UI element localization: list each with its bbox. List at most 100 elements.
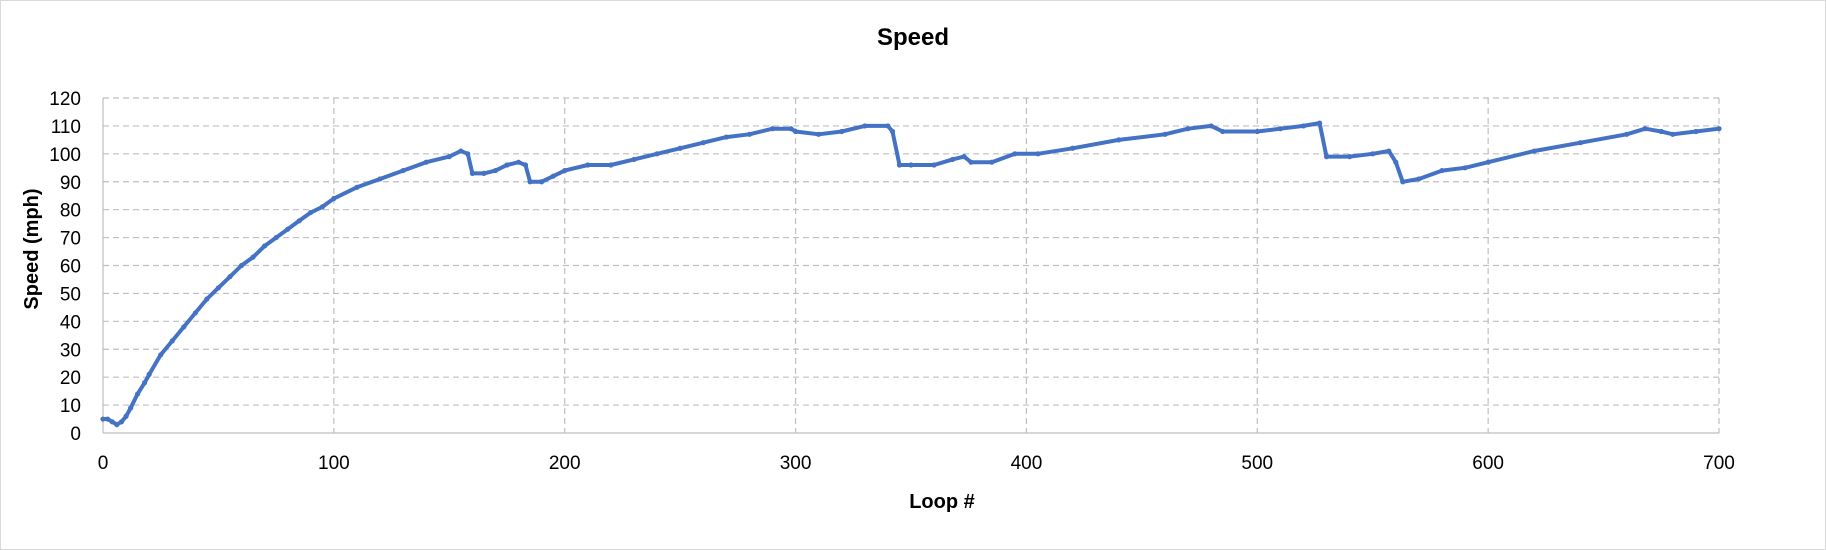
data-point [192, 310, 198, 316]
x-tick-label: 500 [1241, 453, 1273, 474]
data-point [968, 159, 974, 165]
x-tick-label: 100 [318, 453, 350, 474]
data-point [1323, 154, 1330, 160]
data-point [285, 226, 291, 232]
data-point [1642, 126, 1648, 132]
data-point [816, 131, 822, 137]
y-axis-ticks: 0 10 20 30 40 50 60 70 80 90 100 110 120 [49, 89, 81, 445]
x-tick-label: 400 [1011, 453, 1043, 474]
data-point [585, 162, 591, 168]
y-tick-label: 100 [49, 145, 81, 166]
data-point [1347, 154, 1353, 160]
data-point [250, 254, 256, 260]
data-point [1208, 123, 1214, 129]
data-point [141, 380, 148, 386]
data-point [1162, 131, 1168, 137]
data-point [1370, 151, 1376, 157]
data-point [1220, 128, 1226, 135]
data-point [331, 195, 337, 202]
data-point [1254, 128, 1260, 135]
data-point [522, 162, 529, 168]
data-point [989, 159, 995, 165]
data-point [354, 184, 360, 190]
data-point [1531, 148, 1537, 154]
data-point [1300, 123, 1307, 129]
data-point [896, 162, 903, 168]
data-point [1485, 159, 1491, 165]
data-point [1070, 145, 1076, 151]
data-point [769, 126, 776, 132]
data-point [1393, 159, 1399, 165]
data-point [504, 162, 510, 168]
data-point [308, 209, 314, 216]
data-point [654, 151, 660, 157]
data-point [550, 173, 556, 179]
x-tick-label: 600 [1472, 453, 1504, 474]
data-point [1658, 128, 1664, 135]
y-tick-label: 20 [60, 368, 81, 389]
data-point [700, 140, 706, 146]
data-point [746, 131, 753, 137]
data-point [1462, 165, 1468, 171]
data-point [169, 338, 175, 344]
y-tick-label: 0 [70, 424, 81, 445]
data-point [423, 159, 429, 165]
data-point [465, 151, 471, 157]
y-tick-label: 30 [60, 340, 81, 361]
data-point [458, 148, 464, 154]
data-point [961, 154, 967, 160]
data-point [1277, 126, 1283, 132]
data-point [109, 419, 115, 425]
y-tick-label: 90 [60, 173, 81, 194]
x-tick-label: 700 [1703, 453, 1735, 474]
data-point [1035, 151, 1041, 157]
data-point [181, 324, 187, 330]
data-point [908, 162, 914, 168]
y-tick-label: 40 [60, 312, 81, 333]
y-tick-label: 120 [49, 89, 81, 110]
gridlines [102, 97, 1720, 434]
data-point [1670, 131, 1676, 137]
y-tick-label: 10 [60, 396, 81, 417]
data-point [469, 170, 475, 176]
x-axis-label: Loop # [909, 491, 975, 513]
x-tick-label: 0 [98, 453, 109, 474]
data-point [1716, 126, 1722, 132]
data-point [262, 243, 268, 249]
data-point [227, 274, 233, 280]
data-point [128, 405, 134, 411]
x-axis-ticks: 0 100 200 300 400 500 600 700 [98, 453, 1735, 474]
y-tick-label: 110 [51, 117, 81, 138]
y-axis-label: Speed (mph) [21, 188, 43, 309]
data-point [839, 128, 845, 135]
data-point [1317, 120, 1323, 126]
data-point [723, 134, 729, 140]
data-point [1577, 140, 1584, 146]
data-point [677, 145, 683, 151]
speed-line [103, 121, 1720, 427]
data-point [1116, 137, 1122, 143]
data-point [889, 128, 896, 135]
data-point [885, 123, 891, 129]
data-point [100, 416, 106, 422]
data-point [296, 218, 302, 224]
data-point [608, 162, 614, 168]
data-point [562, 167, 568, 174]
speed-series [100, 120, 1722, 428]
y-tick-label: 80 [60, 201, 81, 222]
data-point [1012, 151, 1018, 157]
data-point [204, 296, 210, 302]
y-tick-label: 50 [60, 284, 81, 305]
data-point [118, 419, 125, 425]
data-point [527, 179, 533, 185]
y-tick-label: 70 [60, 229, 81, 250]
data-point [1693, 128, 1699, 135]
data-point [446, 154, 452, 160]
data-point [792, 128, 799, 135]
y-tick-label: 60 [60, 257, 81, 278]
data-point [492, 167, 499, 174]
data-point [146, 371, 152, 377]
